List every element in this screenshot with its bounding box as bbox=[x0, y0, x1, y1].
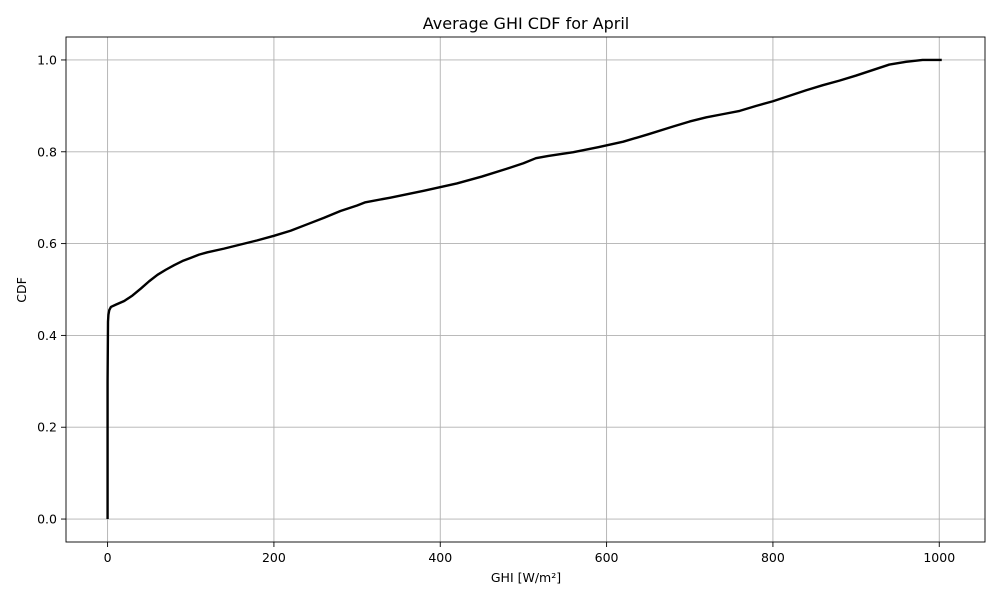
chart-title: Average GHI CDF for April bbox=[423, 14, 629, 33]
x-tick-label: 600 bbox=[595, 550, 619, 565]
y-tick-label: 0.0 bbox=[37, 512, 57, 527]
x-tick-label: 800 bbox=[761, 550, 785, 565]
tick-layer: 0 200 400 600 800 1000 0.0 0.2 0.4 0.6 0.8 1.0 bbox=[37, 52, 955, 565]
y-tick-label: 0.2 bbox=[37, 420, 57, 435]
x-axis-label: GHI [W/m²] bbox=[491, 570, 561, 585]
y-tick-label: 1.0 bbox=[37, 52, 57, 67]
y-tick-label: 0.6 bbox=[37, 236, 57, 251]
y-tick-label: 0.8 bbox=[37, 144, 57, 159]
cdf-series-line bbox=[106, 58, 942, 520]
x-tick-label: 1000 bbox=[923, 550, 955, 565]
series-layer bbox=[106, 58, 942, 520]
x-tick-label: 400 bbox=[428, 550, 452, 565]
x-tick-label: 0 bbox=[104, 550, 112, 565]
x-tick-label: 200 bbox=[262, 550, 286, 565]
grid-layer bbox=[66, 37, 985, 542]
y-tick-label: 0.4 bbox=[37, 328, 57, 343]
y-axis-label: CDF bbox=[14, 277, 29, 303]
plot-frame bbox=[65, 36, 986, 543]
